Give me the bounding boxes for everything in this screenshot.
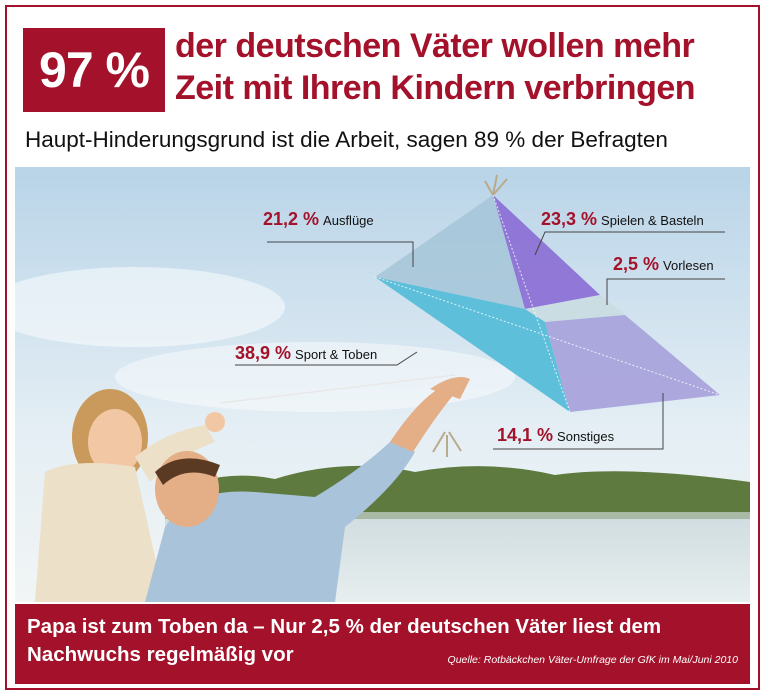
label-vorlesen-value: 2,5 % — [613, 254, 660, 274]
label-vorlesen-text: Vorlesen — [663, 258, 714, 273]
label-sonstiges: 14,1 % Sonstiges — [497, 425, 614, 446]
kite-pie-chart — [374, 174, 721, 457]
leader-line-sport — [235, 351, 418, 366]
leader-line-vorlesen — [606, 278, 725, 305]
leader-line-spielen — [534, 231, 725, 256]
cloud — [115, 342, 515, 412]
label-ausfluege-text: Ausflüge — [323, 213, 374, 228]
badge-text: 97 % — [39, 42, 150, 98]
kite-segment-spielen-basteln — [493, 195, 600, 309]
infographic-frame: 97 % der deutschen Väter wollen mehr Zei… — [5, 5, 760, 690]
photo-scene: 21,2 % Ausflüge 23,3 % Spielen & Basteln 2… — [15, 167, 750, 602]
label-vorlesen: 2,5 % Vorlesen — [613, 254, 714, 275]
headline: der deutschen Väter wollen mehr Zeit mit… — [175, 25, 755, 109]
father-figure — [145, 376, 470, 602]
source-note: Quelle: Rotbäckchen Väter-Umfrage der Gf… — [447, 654, 738, 666]
label-spielen-value: 23,3 % — [541, 209, 598, 229]
label-sonstiges-value: 14,1 % — [497, 425, 554, 445]
label-ausfluege: 21,2 % Ausflüge — [263, 209, 374, 230]
cloud — [15, 267, 285, 347]
label-sport-value: 38,9 % — [235, 343, 292, 363]
headline-badge: 97 % — [23, 28, 165, 112]
leader-line-sonstiges — [493, 393, 664, 450]
headline-line-1: der deutschen Väter wollen mehr — [175, 27, 695, 65]
footer-bar: Papa ist zum Toben da – Nur 2,5 % der de… — [15, 604, 750, 684]
label-spielen-basteln: 23,3 % Spielen & Basteln — [541, 209, 704, 230]
scene-illustration — [15, 167, 750, 602]
footer-line-2: Nachwuchs regelmäßig vor — [27, 643, 294, 666]
kite-string — [219, 374, 456, 404]
label-sport-toben: 38,9 % Sport & Toben — [235, 343, 377, 364]
label-ausfluege-value: 21,2 % — [263, 209, 320, 229]
label-sport-text: Sport & Toben — [295, 347, 378, 362]
kite-segment-sport-toben — [375, 277, 570, 412]
girl-figure — [35, 389, 225, 602]
headline-line-2: Zeit mit Ihren Kindern verbringen — [175, 69, 696, 107]
leader-line-ausfluege — [267, 241, 414, 267]
kite-spars — [374, 194, 721, 413]
label-sonstiges-text: Sonstiges — [557, 429, 615, 444]
kite-segment-vorlesen — [525, 295, 625, 322]
kite-segment-ausfluege — [375, 195, 525, 309]
subtitle: Haupt-Hinderungsgrund ist die Arbeit, sa… — [25, 127, 668, 152]
kite-tail — [432, 431, 462, 457]
label-spielen-text: Spielen & Basteln — [601, 213, 704, 228]
kite-segment-sonstiges — [545, 315, 720, 412]
kite-tassel-top — [484, 174, 508, 196]
footer-line-1: Papa ist zum Toben da – Nur 2,5 % der de… — [27, 615, 662, 638]
